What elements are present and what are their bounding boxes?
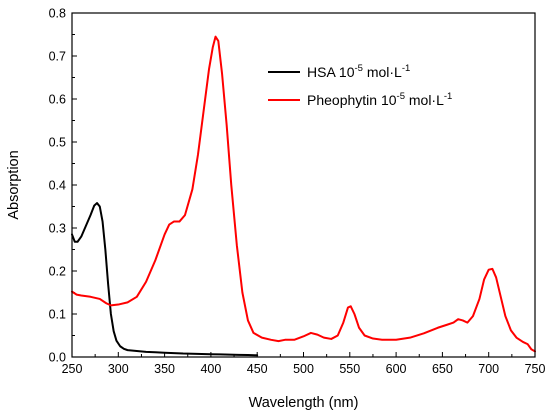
plot-frame bbox=[71, 12, 536, 358]
series-layer bbox=[71, 35, 536, 357]
legend-text-exp1: -5 bbox=[397, 91, 405, 102]
legend-text-mid: mol·L bbox=[363, 64, 402, 80]
axis-ticks bbox=[71, 12, 536, 358]
legend-text-base: HSA 10 bbox=[307, 64, 355, 80]
series-line-1 bbox=[71, 35, 536, 353]
x-tick-label: 400 bbox=[200, 362, 221, 376]
legend-text-exp2: -1 bbox=[402, 63, 410, 74]
y-axis-title: Absorption bbox=[6, 150, 22, 219]
x-axis-title: Wavelength (nm) bbox=[249, 395, 359, 411]
series-line-0 bbox=[71, 202, 259, 357]
legend-text-mid: mol·L bbox=[405, 92, 444, 108]
x-tick-label: 650 bbox=[432, 362, 453, 376]
legend-text-exp1: -5 bbox=[354, 63, 362, 74]
y-tick-label: 0.0 bbox=[49, 351, 66, 365]
legend-text-base: Pheophytin 10 bbox=[307, 92, 397, 108]
x-tick-label: 600 bbox=[386, 362, 407, 376]
tick-labels: 250 300 350 400 450 500 550 600 650 700 750 0.0 0.1 0… bbox=[49, 7, 546, 377]
x-tick-label: 550 bbox=[339, 362, 360, 376]
y-tick-label: 0.3 bbox=[49, 222, 66, 236]
x-tick-label: 300 bbox=[108, 362, 129, 376]
x-tick-label: 450 bbox=[247, 362, 268, 376]
y-tick-label: 0.1 bbox=[49, 308, 66, 322]
y-tick-label: 0.7 bbox=[49, 50, 66, 64]
y-tick-label: 0.8 bbox=[49, 7, 66, 21]
legend-text-exp2: -1 bbox=[444, 91, 452, 102]
y-tick-label: 0.5 bbox=[49, 136, 66, 150]
legend-label-0: HSA 10-5 mol·L-1 bbox=[307, 63, 410, 80]
y-tick-label: 0.6 bbox=[49, 93, 66, 107]
y-tick-label: 0.4 bbox=[49, 179, 66, 193]
x-tick-label: 350 bbox=[154, 362, 175, 376]
y-tick-label: 0.2 bbox=[49, 265, 66, 279]
x-tick-label: 250 bbox=[62, 362, 83, 376]
x-tick-label: 750 bbox=[525, 362, 546, 376]
legend-label-1: Pheophytin 10-5 mol·L-1 bbox=[307, 91, 452, 108]
x-tick-label: 700 bbox=[478, 362, 499, 376]
x-tick-label: 500 bbox=[293, 362, 314, 376]
